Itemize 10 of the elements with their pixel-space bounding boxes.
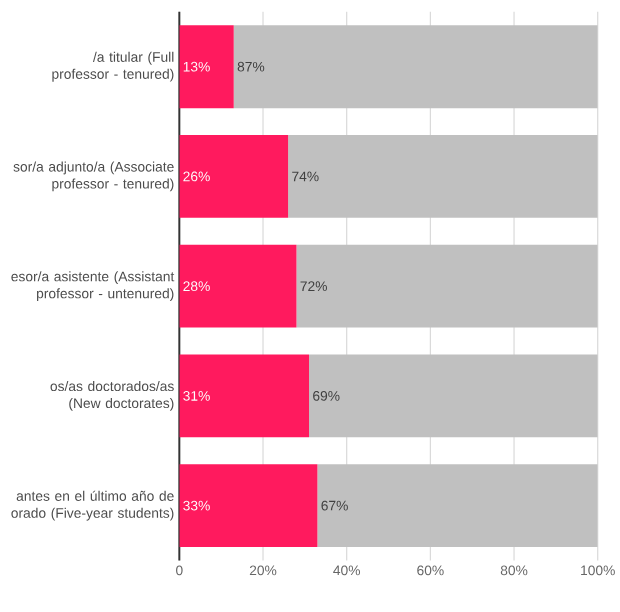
bar (296, 244, 598, 328)
bar (317, 464, 598, 548)
bar (179, 135, 289, 218)
bar (179, 25, 234, 109)
bar (233, 25, 598, 109)
bar (288, 135, 598, 218)
bar (179, 244, 297, 328)
bar (179, 464, 318, 548)
bar (179, 354, 310, 438)
bar (309, 354, 598, 438)
